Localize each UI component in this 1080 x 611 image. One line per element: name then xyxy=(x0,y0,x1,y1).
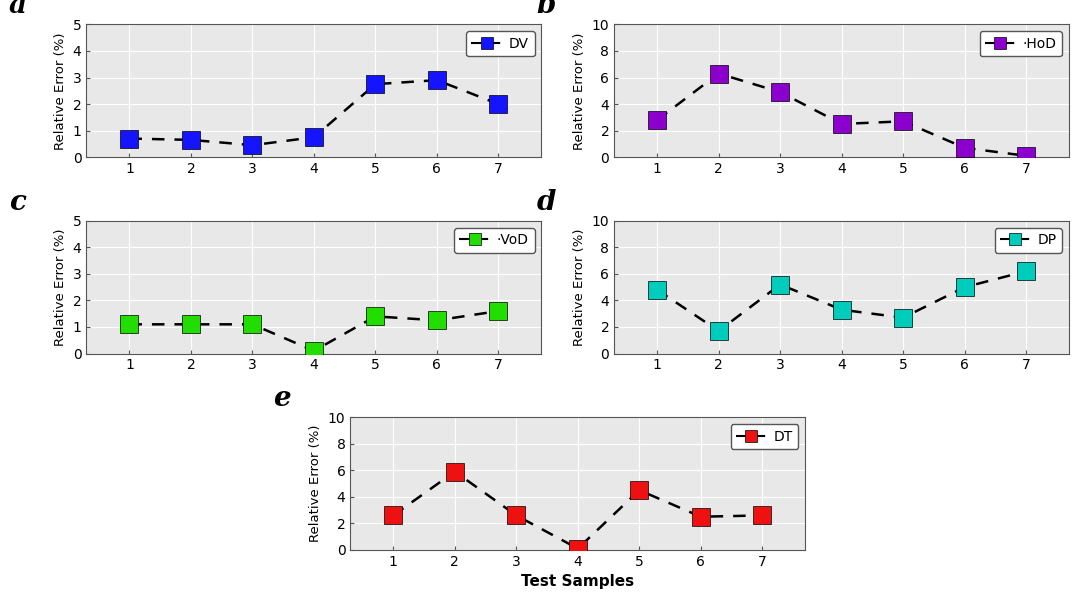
Legend: DV: DV xyxy=(465,31,535,56)
Text: c: c xyxy=(9,189,26,216)
X-axis label: Test Samples: Test Samples xyxy=(522,574,634,590)
Text: d: d xyxy=(537,189,556,216)
Y-axis label: Relative Error (%): Relative Error (%) xyxy=(54,32,67,150)
Y-axis label: Relative Error (%): Relative Error (%) xyxy=(573,229,586,346)
Text: e: e xyxy=(273,385,291,412)
Text: b: b xyxy=(537,0,556,19)
Y-axis label: Relative Error (%): Relative Error (%) xyxy=(54,229,67,346)
Legend: DT: DT xyxy=(730,424,798,449)
Legend: ·HoD: ·HoD xyxy=(980,31,1063,56)
Legend: DP: DP xyxy=(995,228,1063,253)
Text: a: a xyxy=(9,0,27,19)
Y-axis label: Relative Error (%): Relative Error (%) xyxy=(573,32,586,150)
Legend: ·VoD: ·VoD xyxy=(454,228,535,253)
Y-axis label: Relative Error (%): Relative Error (%) xyxy=(309,425,322,543)
